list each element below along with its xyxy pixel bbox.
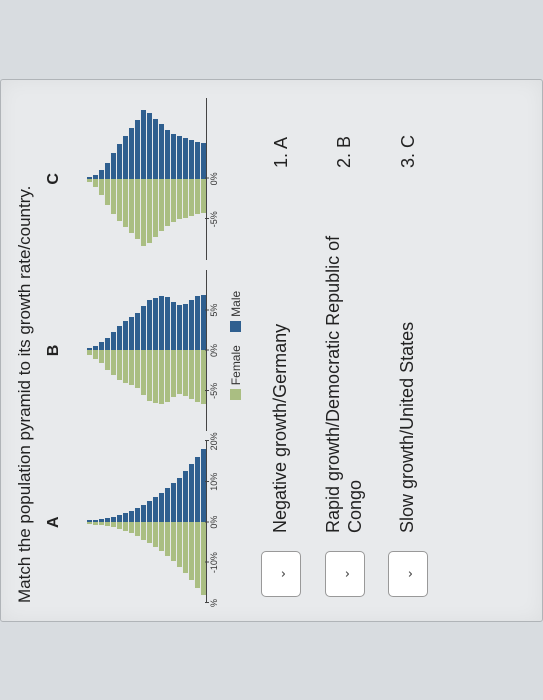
axis-ticks: %-10%0%10%20% xyxy=(209,441,223,603)
match-description: Rapid growth/Democratic Republic of Cong… xyxy=(323,186,366,533)
match-option: 3. C xyxy=(398,98,419,168)
chart-b: B -5%0%5% xyxy=(45,269,223,431)
match-option: 2. B xyxy=(334,98,355,168)
legend: Female Male xyxy=(229,98,243,603)
answer-dropdown[interactable]: ⌄ xyxy=(325,551,365,597)
population-pyramid xyxy=(67,269,207,431)
answer-dropdown[interactable]: ⌄ xyxy=(388,551,428,597)
charts-row: A %-10%0%10%20% B -5%0%5% C -5%0% xyxy=(45,98,223,603)
legend-male: Male xyxy=(229,290,243,316)
axis-ticks: -5%0%5% xyxy=(209,269,223,431)
legend-female: Female xyxy=(229,345,243,385)
match-row: ⌄ Rapid growth/Democratic Republic of Con… xyxy=(323,98,366,597)
answer-dropdown[interactable]: ⌄ xyxy=(261,551,301,597)
chart-label: B xyxy=(45,269,63,431)
match-row: ⌄ Negative growth/Germany 1. A xyxy=(261,98,301,597)
match-description: Negative growth/Germany xyxy=(270,186,292,533)
match-description: Slow growth/United States xyxy=(397,186,419,533)
population-pyramid xyxy=(67,441,207,603)
chart-a: A %-10%0%10%20% xyxy=(45,441,223,603)
female-swatch xyxy=(230,389,241,400)
chart-c: C -5%0% xyxy=(45,97,223,259)
population-pyramid xyxy=(67,97,207,259)
match-row: ⌄ Slow growth/United States 3. C xyxy=(388,98,428,597)
chart-label: A xyxy=(45,441,63,603)
chart-label: C xyxy=(45,97,63,259)
axis-ticks: -5%0% xyxy=(209,97,223,259)
male-swatch xyxy=(230,320,241,331)
match-option: 1. A xyxy=(271,98,292,168)
question-title: Match the population pyramid to its grow… xyxy=(15,98,35,603)
match-rows: ⌄ Negative growth/Germany 1. A ⌄ Rapid growt… xyxy=(261,98,428,603)
question-card: Match the population pyramid to its grow… xyxy=(0,79,543,622)
